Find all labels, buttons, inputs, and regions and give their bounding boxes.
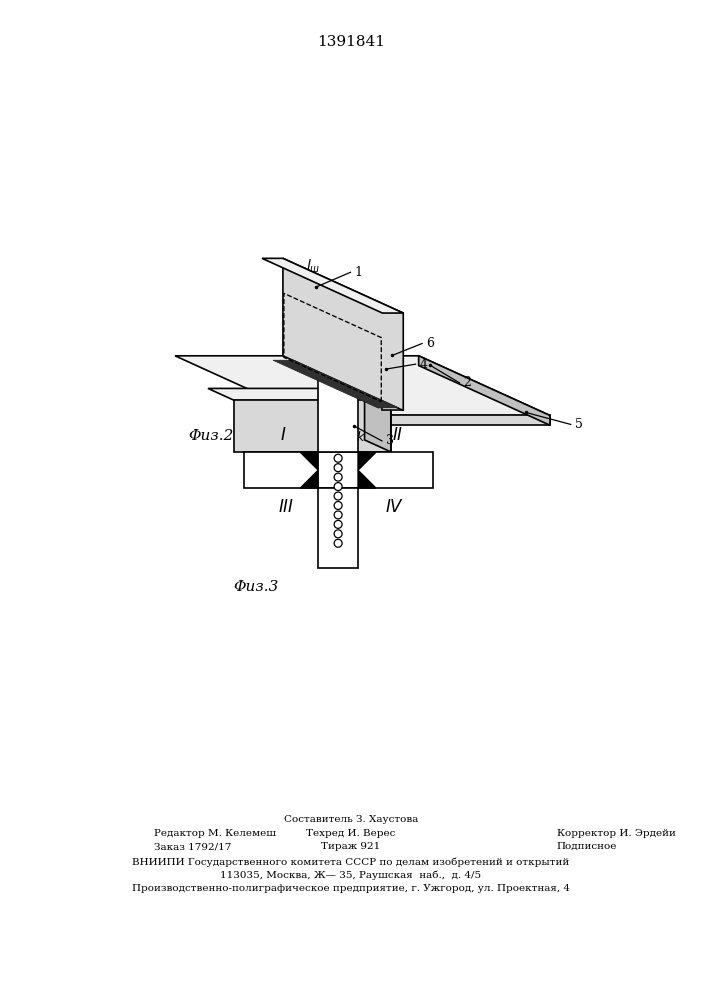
Text: Производственно-полиграфическое предприятие, г. Ужгород, ул. Проектная, 4: Производственно-полиграфическое предприя… — [132, 884, 570, 893]
Text: Составитель З. Хаустова: Составитель З. Хаустова — [284, 815, 419, 824]
Text: 1391841: 1391841 — [317, 35, 385, 49]
Text: ВНИИПИ Государственного комитета СССР по делам изобретений и открытий: ВНИИПИ Государственного комитета СССР по… — [132, 857, 570, 867]
Text: 2: 2 — [463, 376, 472, 389]
Text: 4: 4 — [419, 358, 428, 371]
Polygon shape — [208, 388, 391, 400]
Text: $IV$: $IV$ — [385, 499, 404, 516]
Polygon shape — [358, 452, 376, 470]
Text: Φиз.3: Φиз.3 — [234, 580, 279, 594]
Text: $II$: $II$ — [392, 427, 404, 444]
Text: $III$: $III$ — [279, 499, 295, 516]
Polygon shape — [234, 400, 391, 452]
Text: Заказ 1792/17: Заказ 1792/17 — [154, 842, 231, 851]
Circle shape — [334, 473, 342, 481]
Circle shape — [334, 483, 342, 491]
Circle shape — [334, 530, 342, 538]
Text: 5: 5 — [575, 418, 583, 431]
Text: 3: 3 — [386, 434, 394, 447]
Text: $k$: $k$ — [356, 430, 366, 444]
Text: Φиз.2: Φиз.2 — [188, 429, 233, 443]
Text: Техред И. Верес: Техред И. Верес — [306, 829, 396, 838]
Circle shape — [334, 539, 342, 547]
Text: $I$: $I$ — [280, 427, 286, 444]
Circle shape — [334, 492, 342, 500]
Polygon shape — [419, 356, 550, 425]
Circle shape — [334, 464, 342, 472]
Circle shape — [334, 454, 342, 462]
Text: $l_{ш}$: $l_{ш}$ — [305, 257, 320, 275]
Polygon shape — [358, 470, 376, 488]
Polygon shape — [306, 415, 550, 425]
Circle shape — [334, 511, 342, 519]
Circle shape — [334, 501, 342, 509]
Bar — [318, 488, 358, 568]
Bar — [318, 373, 358, 452]
Polygon shape — [300, 452, 318, 470]
Text: 6: 6 — [426, 337, 434, 350]
Text: Подписное: Подписное — [557, 842, 617, 851]
Polygon shape — [273, 360, 399, 408]
Text: Редактор М. Келемеш: Редактор М. Келемеш — [154, 829, 276, 838]
Text: 1: 1 — [354, 266, 363, 279]
Text: Корректор И. Эрдейи: Корректор И. Эрдейи — [557, 829, 676, 838]
Polygon shape — [365, 388, 391, 452]
Bar — [244, 452, 433, 488]
Polygon shape — [175, 356, 550, 415]
Polygon shape — [300, 470, 318, 488]
Polygon shape — [283, 258, 403, 410]
Text: 113035, Москва, Ж— 35, Раушская  наб.,  д. 4/5: 113035, Москва, Ж— 35, Раушская наб., д.… — [221, 871, 481, 880]
Polygon shape — [382, 313, 403, 410]
Text: Тираж 921: Тираж 921 — [322, 842, 380, 851]
Polygon shape — [262, 258, 403, 313]
Circle shape — [334, 520, 342, 528]
